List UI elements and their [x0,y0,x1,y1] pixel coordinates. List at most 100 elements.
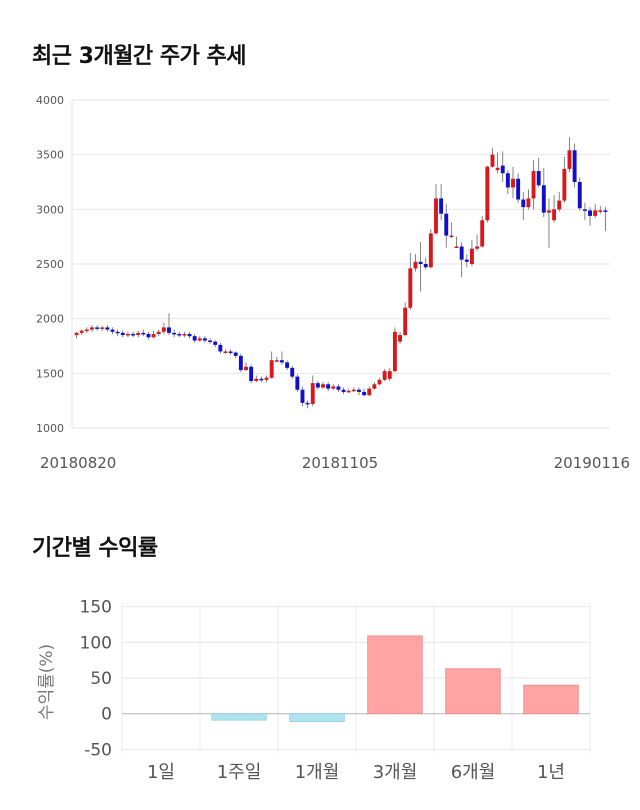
candle [603,207,608,232]
candle [398,331,402,344]
candle [377,377,382,386]
candle [439,184,444,221]
candle [567,137,572,173]
candle-body [392,331,397,372]
candle [552,195,557,223]
return-bar [367,635,423,715]
candle-body [521,199,526,208]
candle-body [310,383,315,404]
candle [146,331,151,340]
candle [367,386,372,397]
candle-body [336,386,341,390]
candle [264,375,269,383]
candle-body [151,333,156,338]
candle [593,203,598,219]
price-trend-title: 최근 3개월간 주가 추세 [32,44,246,69]
candle-body [146,333,151,338]
candle-body [500,165,505,174]
candle [290,365,295,379]
candle-body [423,264,428,268]
candle [408,253,413,310]
price-y-tick-label: 3500 [36,149,64,162]
candle-body [161,327,166,332]
candle-body [90,327,94,330]
candle-body [485,166,490,221]
candle [336,384,341,392]
candle [526,189,531,210]
candle-body [274,360,279,362]
candle-body [593,210,598,216]
candle-body [321,384,325,388]
return-bar [445,668,501,715]
candle [202,336,207,343]
candle [331,384,336,390]
candle [249,364,254,384]
candle-body [582,209,587,211]
candle-body [603,210,608,212]
candle [244,362,248,372]
candle [295,374,300,392]
candle-body [464,259,469,262]
candle-body [192,336,197,341]
candle [392,327,397,373]
candle [177,331,182,338]
candle [100,326,105,331]
candle [547,198,551,248]
candle-body [331,386,336,389]
returns-x-tick-label: 1개월 [295,762,340,783]
candle [228,349,233,355]
candle [418,242,423,292]
candle-body [295,376,300,390]
returns-x-tick-label: 1년 [537,762,565,783]
candle [274,356,279,363]
candle-body [167,327,171,333]
candle-body [387,371,392,379]
candle [588,207,592,226]
candle [115,329,120,337]
candle-body [439,198,444,214]
candle-body [495,167,500,170]
candle [346,388,351,394]
candle-body [469,248,474,264]
candle-body [434,198,438,234]
candle [305,400,310,409]
candle-body [480,220,485,247]
returns-y-tick-label: 50 [90,669,112,689]
candle-body [172,332,177,335]
candle-body [300,389,305,403]
candle-body [454,246,459,249]
candle [300,386,305,407]
candle-body [213,341,218,345]
candle-body [244,366,248,371]
candle [136,330,141,338]
candle-body [357,389,361,392]
returns-bar-chart: 150 100 50 0 -50 1일 1주일 1개월 3개월 6개월 1년 수익률(%) [37,598,591,783]
price-y-tick-label: 1500 [36,367,64,380]
candle [341,387,346,395]
candle-body [187,333,192,337]
candle [321,382,325,389]
candle [110,327,115,334]
candle-body [351,389,356,392]
candle [495,152,500,174]
candle [182,331,187,338]
candle [362,388,367,397]
candle-body [367,388,372,396]
returns-x-tick-label: 1주일 [217,762,262,783]
returns-x-tick-label: 6개월 [451,762,496,783]
candle [315,380,320,390]
candle-body [459,246,464,260]
candle [74,331,79,339]
candle-body [249,366,254,381]
candle-body [120,332,125,336]
candle [577,177,582,211]
candle-body [315,383,320,388]
candle [505,169,510,195]
candle [187,331,192,339]
candle-body [110,329,115,332]
returns-title: 기간별 수익률 [32,536,158,561]
candle [557,191,562,212]
candle-body [475,246,480,249]
candle-body [197,338,202,341]
candle [95,325,100,331]
